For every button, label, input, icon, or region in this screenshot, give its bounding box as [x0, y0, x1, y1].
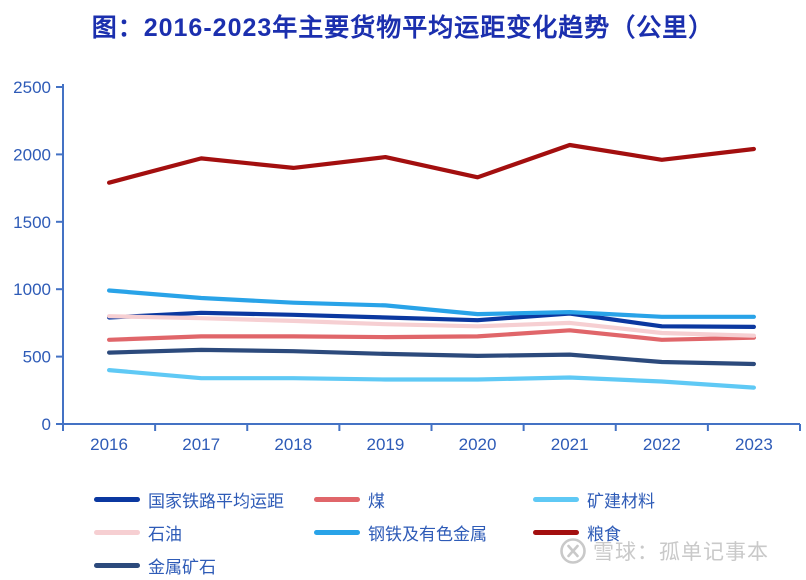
legend-label: 粮食	[587, 525, 621, 544]
x-tick-label: 2021	[551, 435, 589, 454]
axis-lines	[62, 84, 800, 425]
legend-label: 金属矿石	[148, 558, 216, 577]
series-line-钢铁及有色金属	[106, 288, 757, 319]
chart-legend: 国家铁路平均运距 煤 矿建材料石油 钢铁及有色金属 粮食金属矿石	[94, 487, 800, 578]
legend-label: 煤	[368, 492, 385, 511]
y-tick-label: 2000	[13, 145, 51, 164]
legend-label: 国家铁路平均运距	[148, 492, 284, 511]
y-tick-label: 500	[23, 348, 51, 367]
y-tick-label: 0	[42, 415, 51, 434]
series-line-煤	[106, 328, 757, 342]
legend-swatch	[94, 497, 140, 502]
legend-item: 粮食	[533, 520, 783, 545]
legend-swatch	[314, 530, 360, 535]
legend-item: 国家铁路平均运距	[94, 487, 314, 512]
x-tick-label: 2020	[459, 435, 497, 454]
legend-item: 钢铁及有色金属	[314, 520, 533, 545]
legend-label: 石油	[148, 525, 182, 544]
legend-swatch	[314, 497, 360, 502]
series-line-矿建材料	[106, 368, 757, 390]
chart-title: 图：2016-2023年主要货物平均运距变化趋势（公里）	[91, 14, 715, 42]
series-line-粮食	[106, 142, 757, 185]
x-tick-label: 2018	[274, 435, 312, 454]
watermark: 雪球：孤单记事本	[558, 536, 769, 566]
y-tick-label: 1500	[13, 213, 51, 232]
legend-swatch	[533, 497, 579, 502]
line-chart-canvas: 0 500 1000 1500 2000 2500 2016 2017 2018 2019 2020…	[13, 78, 801, 454]
snowball-logo-icon	[560, 538, 586, 564]
series-line-金属矿石	[106, 347, 757, 367]
legend-item: 石油	[94, 520, 314, 545]
x-tick-label: 2022	[643, 435, 681, 454]
legend-label: 矿建材料	[587, 492, 655, 511]
watermark-text: 雪球：孤单记事本	[593, 541, 769, 564]
x-tick-label: 2017	[182, 435, 220, 454]
legend-swatch	[94, 563, 140, 568]
legend-item: 金属矿石	[94, 553, 314, 578]
y-tick-label: 2500	[13, 78, 51, 97]
legend-item: 矿建材料	[533, 487, 783, 512]
x-tick-label: 2019	[367, 435, 405, 454]
legend-swatch	[94, 530, 140, 535]
series-line-石油	[106, 314, 757, 338]
y-tick-label: 1000	[13, 280, 51, 299]
legend-label: 钢铁及有色金属	[368, 525, 487, 544]
x-tick-label: 2016	[90, 435, 128, 454]
legend-swatch	[533, 530, 579, 535]
series-line-国家铁路平均运距	[106, 310, 757, 329]
legend-item: 煤	[314, 487, 533, 512]
x-tick-label: 2023	[735, 435, 773, 454]
